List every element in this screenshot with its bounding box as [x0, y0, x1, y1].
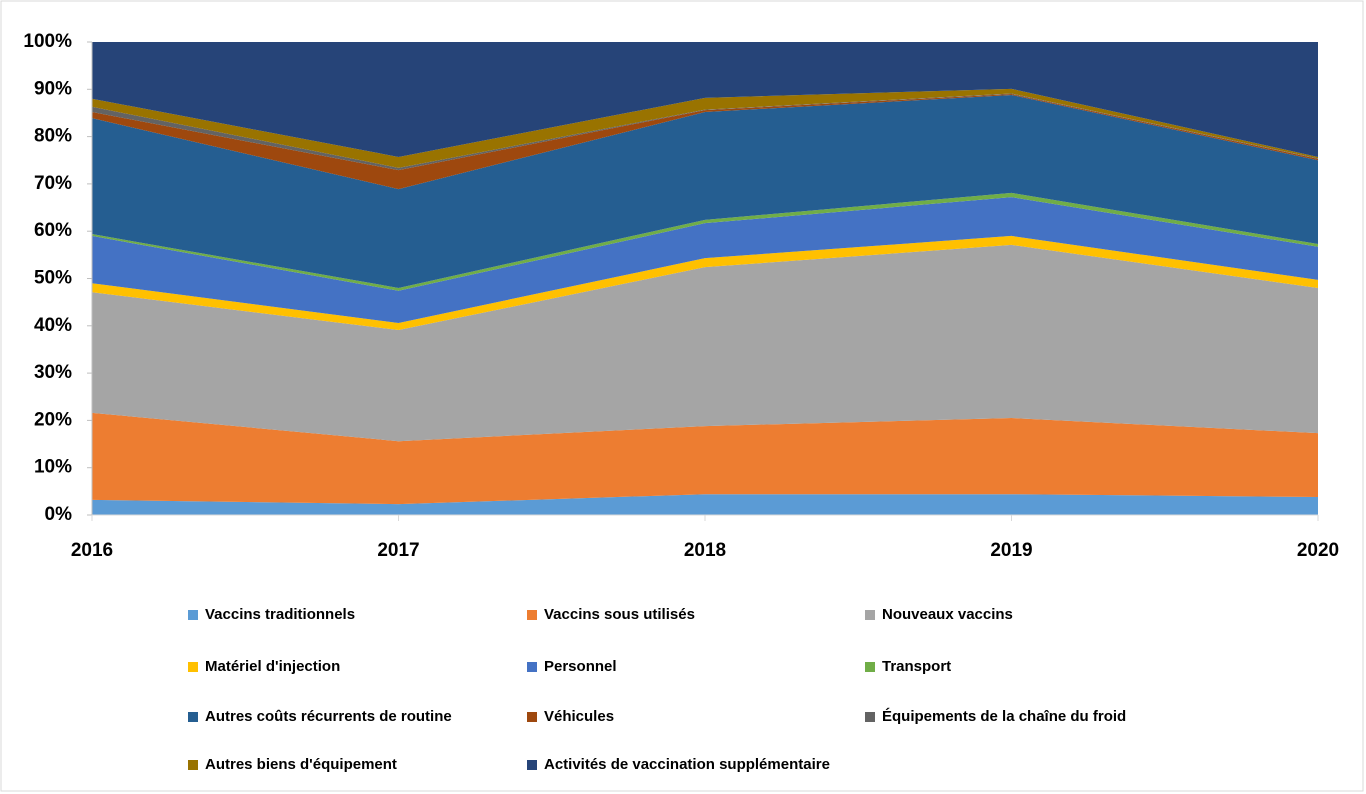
- legend-swatch: [527, 760, 537, 770]
- x-tick-label: 2020: [1297, 540, 1339, 561]
- legend-label: Matériel d'injection: [205, 658, 340, 675]
- area: [92, 94, 1318, 288]
- legend-swatch: [188, 760, 198, 770]
- legend-label: Autres biens d'équipement: [205, 756, 397, 773]
- legend-label: Équipements de la chaîne du froid: [882, 708, 1126, 725]
- area: [92, 197, 1318, 323]
- legend-swatch: [527, 662, 537, 672]
- legend-swatch: [865, 712, 875, 722]
- legend-swatch: [865, 662, 875, 672]
- legend-label: Autres coûts récurrents de routine: [205, 708, 452, 725]
- legend-label: Transport: [882, 658, 951, 675]
- x-tick-label: 2019: [990, 540, 1032, 561]
- y-tick-label: 90%: [34, 78, 72, 99]
- y-tick-label: 80%: [34, 126, 72, 147]
- area: [92, 244, 1318, 442]
- y-tick-label: 50%: [34, 268, 72, 289]
- legend-swatch: [527, 712, 537, 722]
- legend-swatch: [188, 662, 198, 672]
- legend-label: Vaccins sous utilisés: [544, 606, 695, 623]
- legend-label: Véhicules: [544, 708, 614, 725]
- legend-label: Activités de vaccination supplémentaire: [544, 756, 830, 773]
- area: [92, 42, 1318, 157]
- x-tick-label: 2016: [71, 540, 113, 561]
- y-tick-label: 60%: [34, 220, 72, 241]
- area: [92, 494, 1318, 515]
- y-tick-label: 0%: [45, 504, 73, 525]
- legend-swatch: [527, 610, 537, 620]
- legend-label: Nouveaux vaccins: [882, 606, 1013, 623]
- y-tick-label: 40%: [34, 315, 72, 336]
- y-tick-label: 10%: [34, 457, 72, 478]
- y-tick-label: 70%: [34, 173, 72, 194]
- x-tick-label: 2018: [684, 540, 726, 561]
- y-tick-label: 100%: [23, 31, 72, 52]
- y-tick-label: 30%: [34, 362, 72, 383]
- y-tick-label: 20%: [34, 409, 72, 430]
- area: [92, 412, 1318, 505]
- legend-swatch: [188, 610, 198, 620]
- legend-swatch: [865, 610, 875, 620]
- legend-label: Vaccins traditionnels: [205, 606, 355, 623]
- area: [92, 88, 1318, 168]
- legend-label: Personnel: [544, 658, 617, 675]
- legend-swatch: [188, 712, 198, 722]
- x-tick-label: 2017: [377, 540, 419, 561]
